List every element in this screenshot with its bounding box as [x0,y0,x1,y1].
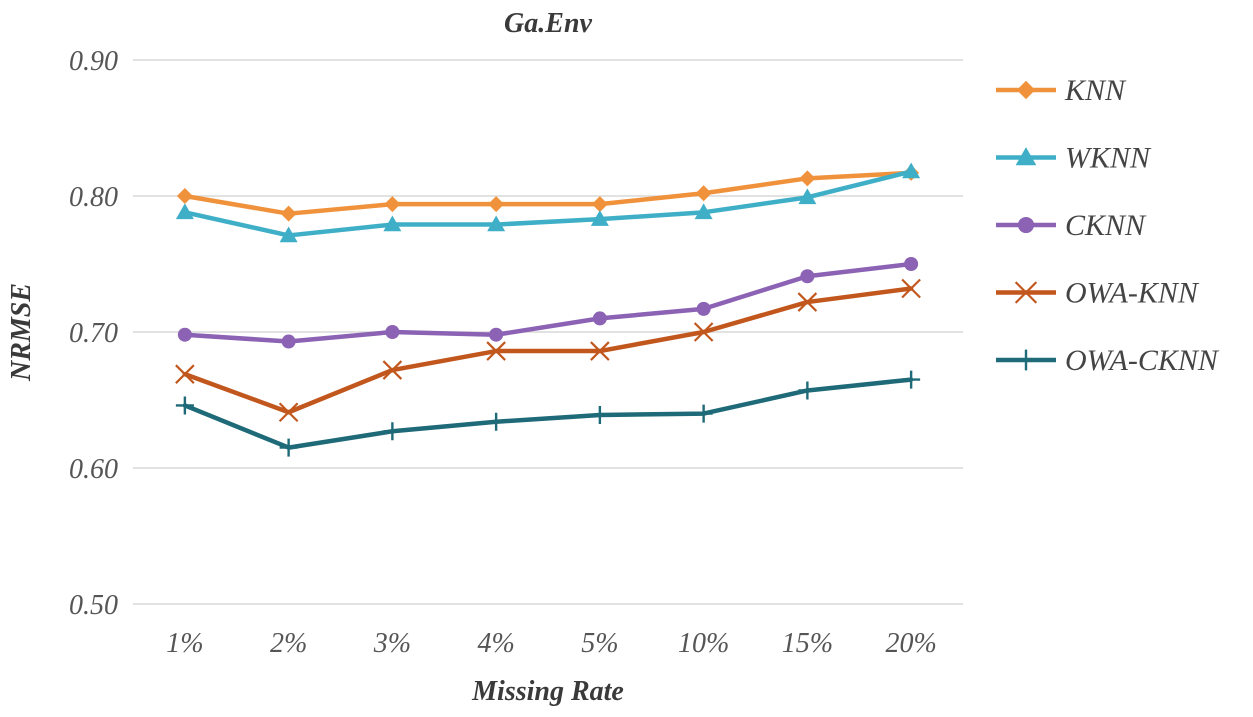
data-point [797,292,818,312]
data-point [175,203,194,220]
series-line [182,170,914,216]
data-point [798,381,817,400]
legend-marker [1014,281,1038,304]
data-point [487,215,506,232]
x-tick-label: 1% [166,628,203,659]
data-point [278,402,299,423]
series-knn [176,164,920,222]
x-tick-label: 3% [373,628,411,659]
data-point [694,203,713,220]
data-point [902,162,921,179]
legend-marker [1015,147,1037,166]
data-point [696,301,711,316]
data-point [384,196,401,213]
legend-item: KNN [996,74,1127,107]
series-cknn [177,257,919,349]
y-axis-ticks: 0.50 0.60 0.70 0.80 0.90 [69,46,118,621]
data-point [590,341,610,361]
data-point [591,196,608,213]
data-point [279,438,298,457]
series-line [182,286,914,415]
series-line [182,169,914,238]
y-tick-label: 0.60 [69,454,118,485]
data-point [592,311,607,326]
data-point [901,278,921,299]
data-point [800,269,815,284]
legend-item: WKNN [996,142,1152,175]
legend-label: KNN [1064,74,1127,107]
legend-label: CKNN [1065,209,1147,242]
data-point [489,327,504,342]
legend-item: CKNN [996,209,1147,242]
data-point [488,196,505,213]
x-tick-label: 10% [678,628,729,659]
legend-marker [1015,349,1037,371]
data-point [695,185,712,202]
x-tick-label: 5% [581,628,618,659]
gridlines [133,59,963,605]
x-tick-label: 4% [477,628,514,659]
series-line [182,261,914,344]
data-point [486,341,506,361]
data-point [590,210,609,226]
legend-marker [1016,80,1036,100]
x-tick-label: 15% [782,628,833,659]
legend-label: OWA-CKNN [1065,344,1220,377]
series-line [182,377,914,450]
data-point [693,322,714,342]
data-point [590,405,609,424]
legend: KNN WKNN CKNN OWA-KNN OWA-CKNN [996,74,1220,377]
chart-title: Ga.Env [504,8,592,39]
data-point [902,370,921,389]
series-owa-knn [175,278,921,423]
data-point [799,170,816,187]
y-tick-label: 0.90 [69,46,118,77]
data-point [175,364,195,384]
y-tick-label: 0.70 [69,318,118,349]
series-wknn [175,162,921,243]
y-axis-label: NRMSE [6,283,37,382]
data-point [694,404,713,423]
data-point [382,360,403,380]
data-point [280,205,297,222]
legend-label: WKNN [1065,142,1152,175]
data-point [385,325,400,339]
data-point [383,422,402,441]
data-point [383,215,402,232]
y-tick-label: 0.50 [69,590,118,621]
data-point [176,188,193,204]
x-tick-label: 2% [270,628,307,659]
series-group [175,162,921,457]
legend-label: OWA-KNN [1065,277,1200,310]
series-owa-cknn [175,370,921,457]
data-point [177,327,192,342]
legend-marker [1017,216,1035,234]
data-point [281,334,296,349]
legend-item: OWA-KNN [996,277,1200,310]
data-point [798,188,817,205]
data-point [279,226,298,243]
x-axis-label: Missing Rate [471,676,624,707]
data-point [904,257,919,271]
y-tick-label: 0.80 [69,182,118,213]
legend-item: OWA-CKNN [996,344,1220,377]
data-point [487,412,506,431]
data-point [175,396,194,415]
x-tick-label: 20% [885,628,936,659]
x-axis-ticks: 1% 2% 3% 4% 5% 10% 15% 20% [166,628,937,659]
